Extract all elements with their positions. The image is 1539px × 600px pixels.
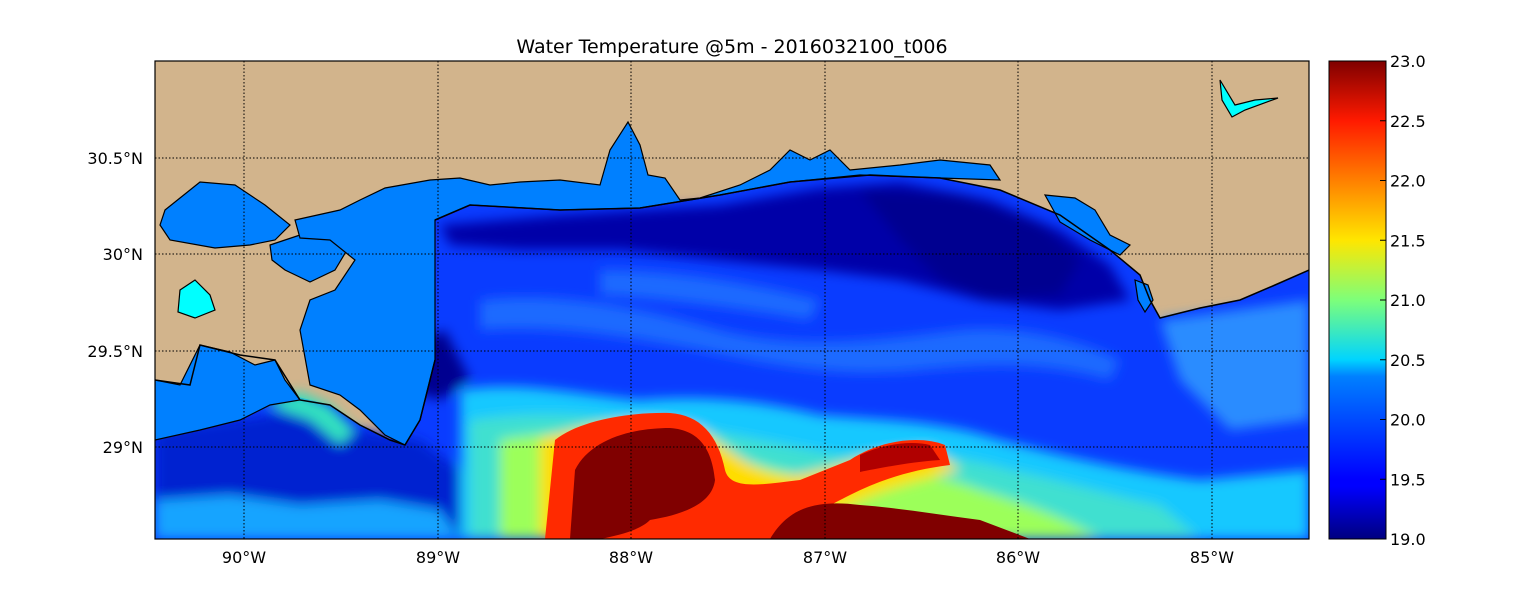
st-andrew-bay	[1134, 279, 1154, 314]
colorbar-gradient	[1328, 60, 1387, 540]
lat-tick-label: 30.5°N	[87, 149, 143, 168]
lon-tick-label: 89°W	[416, 548, 460, 567]
lon-tick-label: 90°W	[222, 548, 266, 567]
lat-tick-label: 29.5°N	[87, 342, 143, 361]
barataria	[177, 279, 216, 319]
lon-tick-label: 88°W	[609, 548, 653, 567]
lat-tick-label: 29°N	[103, 438, 143, 457]
lon-ticks: 90°W 89°W 88°W 87°W 86°W 85°W	[222, 548, 1234, 567]
colorbar-tick-label: 22.5	[1390, 112, 1426, 131]
graticule	[155, 61, 1309, 539]
pensacola-bay	[1043, 194, 1132, 256]
colorbar: 23.0 22.5 22.0 21.5 21.0 20.5 20.0 19.5 19.0	[1328, 52, 1426, 549]
colorbar-ticks: 23.0 22.5 22.0 21.5 21.0 20.5 20.0 19.5 19.0	[1380, 52, 1426, 549]
map-title: Water Temperature @5m - 2016032100_t006	[516, 36, 947, 58]
lat-ticks: 30.5°N 30°N 29.5°N 29°N	[87, 149, 143, 457]
lat-tick-label: 30°N	[103, 245, 143, 264]
inland-waters	[155, 79, 1279, 446]
temperature-field	[155, 175, 1309, 539]
mississippi-sound	[294, 120, 1002, 446]
lon-tick-label: 87°W	[803, 548, 847, 567]
colorbar-tick-label: 19.5	[1390, 470, 1426, 489]
lon-tick-label: 85°W	[1190, 548, 1234, 567]
lake-pontchartrain	[159, 181, 291, 249]
plot-frame	[154, 60, 1310, 540]
coastline	[155, 174, 1309, 446]
colorbar-tick-label: 23.0	[1390, 52, 1426, 71]
lon-tick-label: 86°W	[996, 548, 1040, 567]
colorbar-tick-label: 22.0	[1390, 172, 1426, 191]
small-lake	[1219, 79, 1279, 118]
plot-area	[155, 61, 1309, 539]
colorbar-tick-label: 21.0	[1390, 291, 1426, 310]
colorbar-tick-label: 20.5	[1390, 351, 1426, 370]
colorbar-tick-label: 20.0	[1390, 411, 1426, 430]
colorbar-tick-label: 19.0	[1390, 530, 1426, 549]
colorbar-tick-label: 21.5	[1390, 231, 1426, 250]
